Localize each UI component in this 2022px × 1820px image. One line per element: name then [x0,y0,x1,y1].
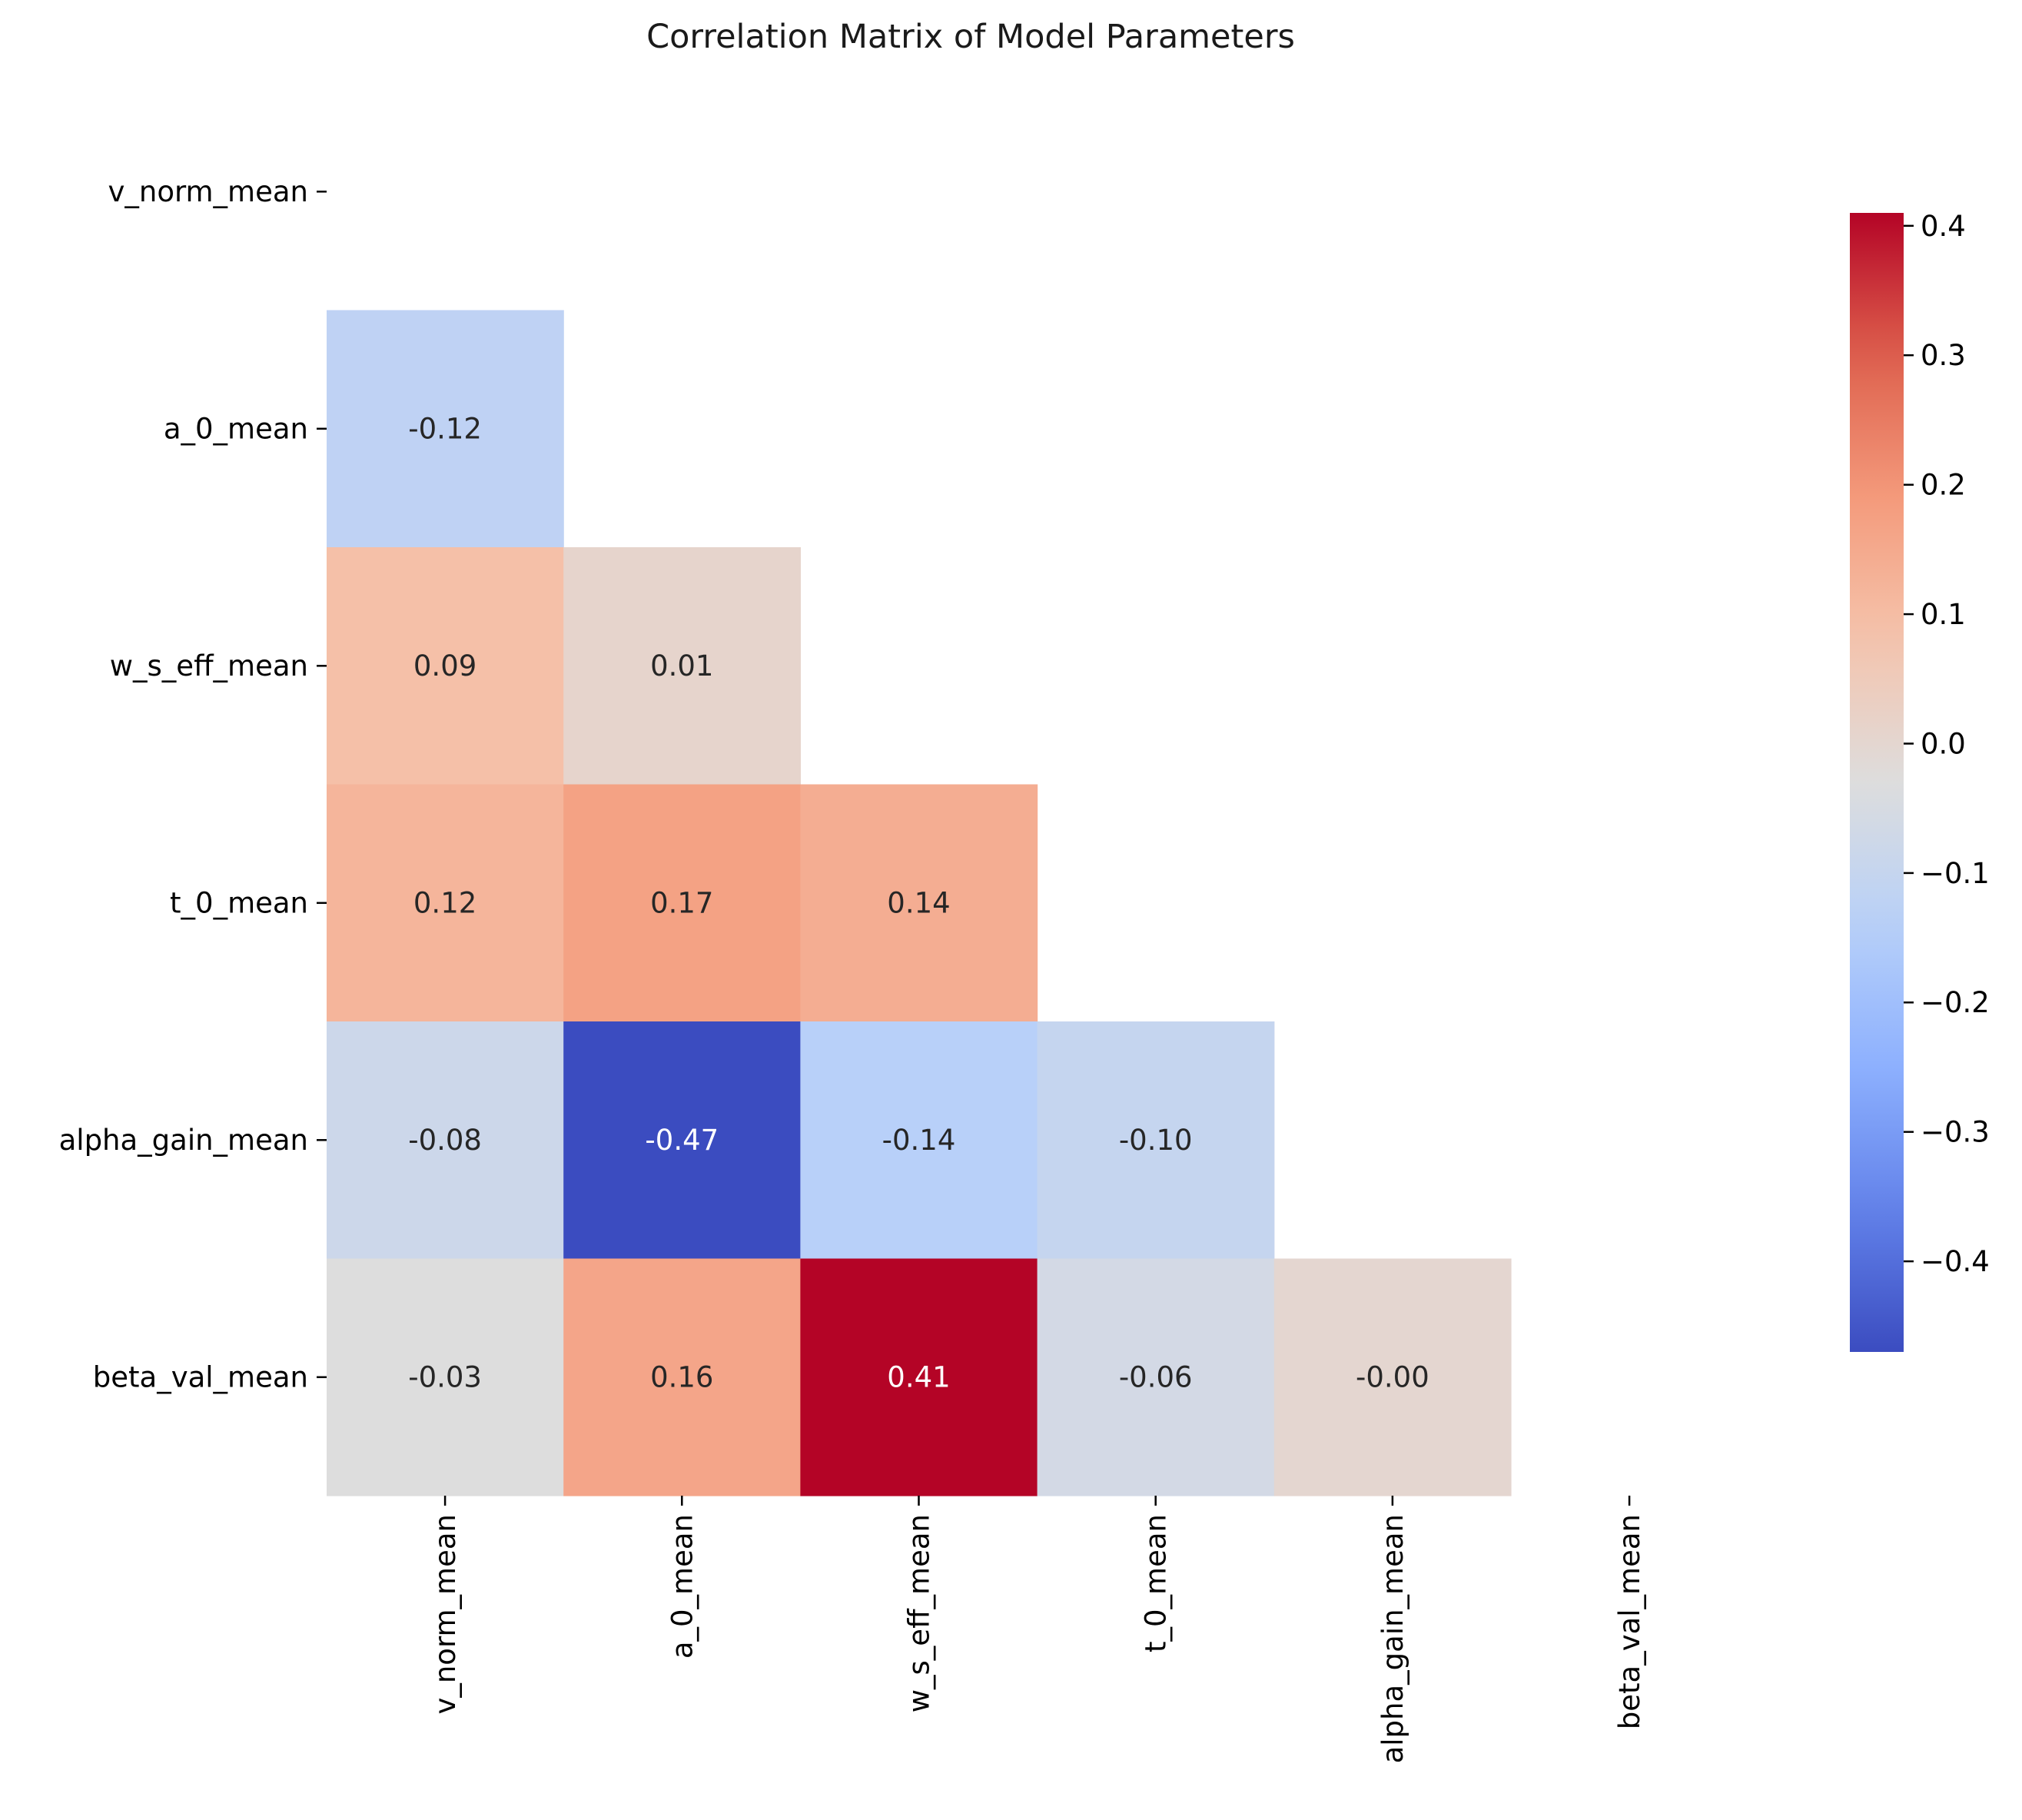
colorbar-tick-label: −0.3 [1921,1116,1990,1149]
cell-value-label: -0.14 [882,1124,956,1157]
heatmap-cell-labels: -0.12 0.09 0.01 0.12 0.17 0.14 -0.08 -0.47 -0.14… [408,413,1429,1394]
x-tick-label: t_0_mean [1140,1514,1173,1652]
chart-title: Correlation Matrix of Model Parameters [646,18,1295,56]
heatmap-cell [1037,1021,1275,1260]
x-tick-label: alpha_gain_mean [1376,1514,1409,1763]
heatmap-cell [563,784,801,1022]
heatmap-cell [327,1258,564,1496]
heatmap-cell [800,1258,1038,1496]
cell-value-label: -0.08 [408,1124,482,1157]
cell-value-label: -0.47 [645,1124,719,1157]
heatmap-cell [800,784,1038,1022]
cell-value-label: -0.03 [408,1361,482,1394]
x-tick-label: a_0_mean [666,1514,699,1659]
cell-value-label: -0.10 [1119,1124,1193,1157]
colorbar-tick-label: −0.2 [1921,986,1990,1019]
heatmap-cell [563,1258,801,1496]
heatmap-cell [327,784,564,1022]
colorbar-gradient [1850,213,1904,1352]
x-tick-label: w_s_eff_mean [903,1514,936,1712]
cell-value-label: 0.16 [650,1361,713,1394]
heatmap-cell [327,310,564,548]
heatmap-cell [1273,1258,1512,1496]
heatmap-cell [563,547,801,785]
cell-value-label: 0.12 [413,887,476,920]
heatmap-cell [1037,1258,1275,1496]
colorbar-tick-label: 0.1 [1921,598,1966,631]
colorbar: 0.4 0.3 0.2 0.1 0.0 −0.1 −0.2 −0.3 −0.4 [1850,210,1990,1352]
heatmap-cell [327,1021,564,1260]
cell-value-label: 0.09 [413,649,476,682]
y-tick-label: t_0_mean [170,887,308,920]
colorbar-tick-label: 0.3 [1921,339,1966,372]
cell-value-label: 0.14 [887,887,950,920]
cell-value-label: 0.41 [887,1361,950,1394]
heatmap-cell [563,1021,801,1260]
heatmap-cells [327,310,1512,1496]
y-tick-label: alpha_gain_mean [59,1124,308,1157]
heatmap-cell [800,1021,1038,1260]
x-tick-label: v_norm_mean [429,1514,462,1715]
heatmap-cell [327,547,564,785]
colorbar-tick-label: 0.2 [1921,469,1966,502]
cell-value-label: -0.00 [1356,1361,1429,1394]
colorbar-tick-label: 0.0 [1921,727,1966,760]
cell-value-label: 0.17 [650,887,713,920]
x-tick-label: beta_val_mean [1613,1514,1646,1729]
y-tick-label: a_0_mean [164,413,308,446]
colorbar-tick-label: 0.4 [1921,210,1966,243]
cell-value-label: -0.06 [1119,1361,1193,1394]
y-tick-label: w_s_eff_mean [110,649,308,682]
cell-value-label: 0.01 [650,649,713,682]
cell-value-label: -0.12 [408,413,482,446]
colorbar-tick-label: −0.1 [1921,857,1990,890]
y-tick-label: v_norm_mean [108,175,308,208]
colorbar-tick-label: −0.4 [1921,1245,1990,1278]
y-tick-label: beta_val_mean [93,1361,308,1394]
x-axis: v_norm_mean a_0_mean w_s_eff_mean t_0_mean a… [429,1496,1646,1763]
y-axis: v_norm_mean a_0_mean w_s_eff_mean t_0_meana… [59,175,327,1394]
